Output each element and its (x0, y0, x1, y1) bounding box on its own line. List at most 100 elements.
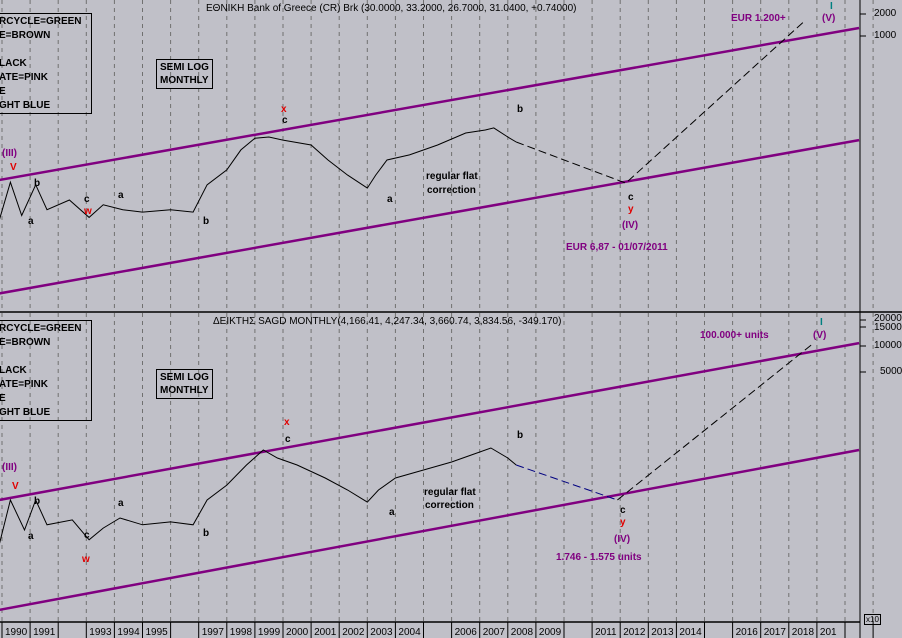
y-tick: 1000 (874, 30, 897, 41)
wave-label: a (389, 507, 395, 518)
wave-label: I (830, 1, 833, 12)
wave-label: c (628, 192, 634, 203)
wave-label: a (28, 531, 34, 542)
x-tick-label: 2002 (342, 627, 365, 638)
wave-label: I (820, 317, 823, 328)
wave-label: c (285, 434, 291, 445)
wave-label: c (84, 194, 90, 205)
wave-label: (III) (2, 462, 17, 473)
x-tick-label: 2009 (538, 627, 562, 638)
x-tick-label: 1995 (145, 627, 168, 638)
x-tick-label: 2012 (623, 627, 646, 638)
target-annotation-bottom: 100.000+ units (700, 330, 769, 341)
top-panel-title: ΕΘΝΙΚΗ Bank of Greece (CR) Brk (30.0000,… (206, 3, 577, 14)
x-tick-label: 201 (819, 627, 837, 638)
x-tick-label: 2007 (482, 627, 505, 638)
wave-label: (IV) (622, 220, 639, 231)
x-tick-label: 1994 (117, 627, 140, 638)
wave-label: b (203, 528, 210, 539)
wave-label: w (84, 206, 92, 217)
legend-line: LACK (0, 58, 27, 69)
scale-label: SEMI LOG (160, 62, 209, 73)
color-legend-top: RCYCLE=GREEN E=BROWN LACK ATE=PINK E GHT… (0, 13, 92, 114)
wave-label: y (620, 517, 626, 528)
x-tick-label: 2013 (651, 627, 674, 638)
x-tick-label: 1998 (229, 627, 253, 638)
wave-label: a (28, 216, 34, 227)
wave-label: (IV) (614, 534, 631, 545)
wave-label: c (620, 505, 626, 516)
legend-line: E (0, 393, 6, 404)
wave-label: a (387, 194, 393, 205)
wave-label: V (10, 162, 17, 173)
x-tick-label: 2017 (763, 627, 786, 638)
note-bottom-1: regular flat (424, 487, 476, 498)
legend-line: RCYCLE=GREEN (0, 323, 82, 334)
wave-label: (V) (822, 13, 836, 24)
x-tick-label: 1991 (33, 627, 56, 638)
note-top-2: correction (427, 185, 476, 196)
color-legend-bottom: RCYCLE=GREEN E=BROWN LACK ATE=PINK E GHT… (0, 320, 92, 421)
legend-line: GHT BLUE (0, 407, 51, 418)
x-tick-label: 1999 (257, 627, 281, 638)
wave-label: a (118, 190, 124, 201)
wave-label: (III) (2, 148, 17, 159)
note-bottom-2: correction (425, 500, 474, 511)
wave-label: V (12, 481, 19, 492)
x-tick-label: 2001 (314, 627, 337, 638)
wave-label: b (203, 216, 210, 227)
legend-line: E=BROWN (0, 30, 51, 41)
wave-label: b (34, 496, 41, 507)
bottom-panel-title: ΔΕΙΚΤΗΣ SAGD MONTHLY(4,166.41, 4,247.34,… (213, 316, 562, 327)
wave-label: b (517, 104, 524, 115)
price-line (0, 127, 517, 220)
wave-label: x (281, 104, 287, 115)
legend-line (0, 350, 87, 364)
legend-line: ATE=PINK (0, 379, 48, 390)
projection-line (617, 344, 812, 501)
projection-line (516, 464, 618, 501)
y-tick: 2000 (874, 8, 897, 19)
x-tick-label: 1990 (5, 627, 28, 638)
legend-line: ATE=PINK (0, 72, 48, 83)
wave-label: y (628, 204, 634, 215)
scale-box-bottom: SEMI LOG MONTHLY (156, 369, 213, 399)
legend-line: RCYCLE=GREEN (0, 16, 82, 27)
wave-label: b (34, 178, 41, 189)
wave-label: x (284, 417, 290, 428)
legend-line (0, 43, 87, 57)
legend-line: GHT BLUE (0, 100, 51, 111)
note-top-1: regular flat (426, 171, 478, 182)
x-tick-label: 1993 (89, 627, 112, 638)
wave-label: c (84, 530, 90, 541)
target-annotation-top: EUR 1.200+ (731, 13, 786, 24)
low-annotation-top: EUR 6,87 - 01/07/2011 (566, 242, 668, 253)
channel-line (0, 26, 860, 182)
x-tick-label: 2003 (370, 627, 393, 638)
projection-line (516, 19, 807, 184)
channel-line (0, 138, 860, 295)
scale-label: SEMI LOG (160, 372, 209, 383)
low-annotation-bottom: 1.746 - 1.575 units (556, 552, 642, 563)
channel-line (0, 341, 860, 502)
x-tick-label: 2006 (454, 627, 477, 638)
x-tick-label: 2004 (398, 627, 421, 638)
period-label: MONTHLY (160, 75, 209, 86)
wave-label: c (282, 115, 288, 126)
wave-label: w (82, 554, 90, 565)
x-multiplier: x10 (864, 614, 881, 625)
x-tick-label: 1997 (201, 627, 224, 638)
y-tick: 10000 (874, 340, 902, 351)
legend-line: E=BROWN (0, 337, 51, 348)
y-tick: 5000 (880, 366, 902, 377)
x-tick-label: 2016 (735, 627, 758, 638)
channel-line (0, 448, 860, 612)
y-tick: 15000 (874, 322, 902, 333)
x-tick-label: 2011 (595, 627, 617, 638)
wave-label: (V) (813, 330, 827, 341)
legend-line: E (0, 86, 6, 97)
legend-line: LACK (0, 365, 27, 376)
x-tick-label: 2000 (286, 627, 309, 638)
